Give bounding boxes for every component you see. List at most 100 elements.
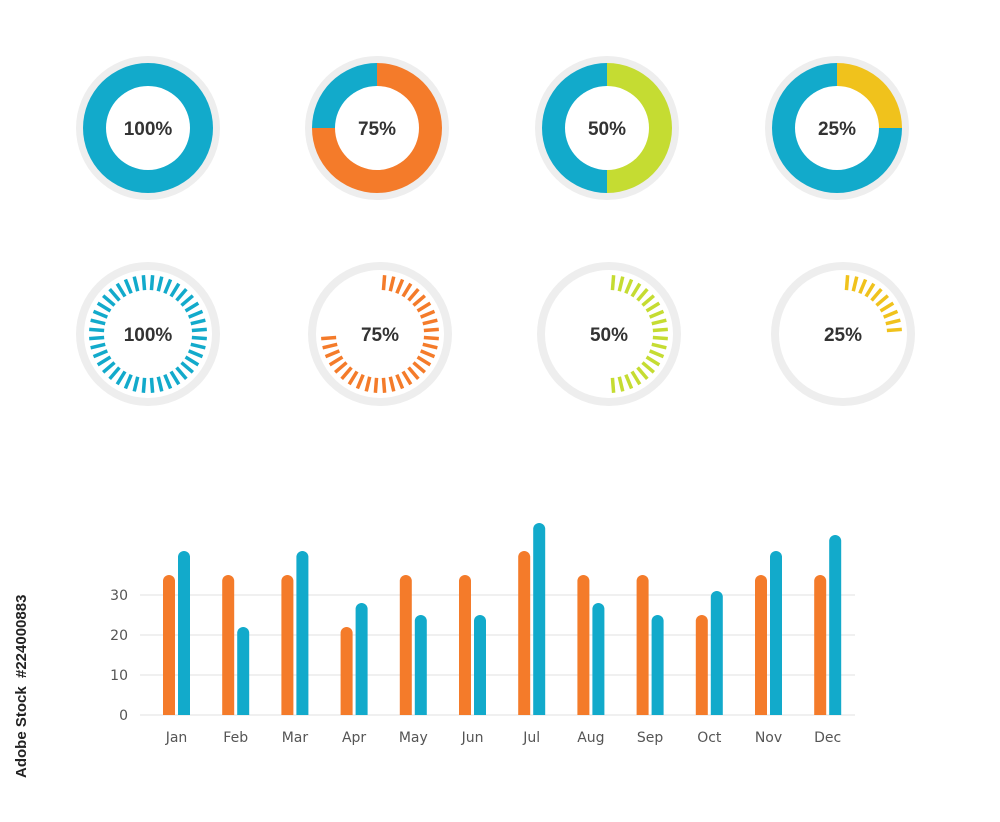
- x-tick-label: Oct: [697, 730, 722, 746]
- donut-hole: [106, 86, 190, 170]
- gauge-dash: [123, 278, 133, 295]
- bar-sep-1: [636, 575, 649, 715]
- gauge-dash: [184, 355, 200, 367]
- donut-fill-arc: [312, 63, 442, 193]
- y-tick-label: 30: [110, 588, 128, 604]
- donut-hole: [795, 86, 879, 170]
- gauge-dash: [416, 355, 432, 367]
- gauge-dash: [617, 376, 625, 392]
- gauge-dash: [624, 373, 634, 390]
- gauge-dash: [190, 342, 206, 350]
- gauge-dash: [407, 287, 420, 302]
- gauge-dash: [416, 301, 432, 313]
- x-tick-label: Aug: [577, 730, 604, 746]
- bar-dec-2: [829, 535, 842, 715]
- gauge-dash: [322, 342, 338, 350]
- gauge-dash: [90, 318, 106, 326]
- y-tick-label: 10: [110, 668, 128, 684]
- gauge-dash: [132, 276, 140, 292]
- gauge-dash: [645, 355, 661, 367]
- donut-progress-3: 50%: [535, 56, 679, 200]
- gauge-dash: [610, 275, 616, 291]
- gauge-dash: [92, 349, 109, 359]
- y-tick-label: 0: [119, 708, 128, 724]
- bar-jul-1: [518, 551, 531, 715]
- gauge-dash: [191, 327, 207, 333]
- x-tick-label: Nov: [755, 730, 782, 746]
- gauge-dash: [864, 282, 876, 298]
- gauge-dash: [169, 370, 181, 386]
- gauge-dash: [610, 377, 616, 393]
- x-tick-label: May: [399, 730, 428, 746]
- gauge-dash: [187, 349, 204, 359]
- bar-jun-1: [459, 575, 471, 715]
- donut-rest-arc: [772, 63, 902, 193]
- bar-apr-1: [340, 627, 353, 715]
- gauge-dash: [641, 361, 656, 374]
- gauge-dash: [651, 342, 667, 350]
- gauge-dash: [636, 366, 649, 381]
- bar-apr-2: [355, 603, 368, 715]
- bar-sep-2: [651, 615, 664, 715]
- gauge-dash: [395, 278, 405, 295]
- gauge-dash: [882, 309, 899, 319]
- stock-brand-text: Adobe Stock: [13, 686, 30, 778]
- bar-dec-1: [814, 575, 827, 715]
- x-tick-label: Sep: [637, 730, 664, 746]
- gauge-dash: [412, 294, 427, 307]
- bar-jul-2: [533, 523, 546, 715]
- chart-bars: [163, 523, 842, 715]
- dash-gauge-3: 50%: [537, 262, 681, 406]
- x-axis-month-labels: Jan Feb Mar Apr May Jun Jul Aug Sep Oct Nov Dec: [165, 730, 842, 746]
- x-tick-label: Jul: [522, 730, 540, 746]
- bar-jun-2: [474, 615, 486, 715]
- gauge-dash: [401, 370, 413, 386]
- gauge-dash: [641, 294, 656, 307]
- gauge-dash: [141, 377, 147, 393]
- gauge-percent-label: 50%: [590, 325, 628, 346]
- gauge-dash: [89, 327, 105, 333]
- y-tick-label: 20: [110, 628, 128, 644]
- donut-percent-label: 75%: [358, 119, 396, 140]
- gauge-dash: [184, 301, 200, 313]
- bar-mar-2: [296, 551, 309, 715]
- x-tick-label: Feb: [223, 730, 248, 746]
- gauge-dash: [870, 287, 883, 302]
- gauge-dash: [149, 377, 155, 393]
- gauge-face: [316, 270, 444, 398]
- gauge-dash: [89, 335, 105, 341]
- gauge-dash: [324, 349, 341, 359]
- gauge-dash: [407, 366, 420, 381]
- gauge-dash: [875, 294, 890, 307]
- bar-aug-2: [592, 603, 605, 715]
- dash-gauge-2: 75%: [308, 262, 452, 406]
- gauge-dash: [624, 278, 634, 295]
- gauge-dash: [412, 361, 427, 374]
- gauge-dash: [388, 276, 396, 292]
- x-tick-label: Jan: [165, 730, 188, 746]
- bar-nov-1: [755, 575, 767, 715]
- gauge-dash: [851, 276, 859, 292]
- gauge-dash: [163, 373, 173, 390]
- gauge-dash: [373, 377, 379, 393]
- stock-watermark-strip: Adobe Stock #224000883: [0, 0, 36, 822]
- gauge-dash: [321, 335, 337, 341]
- bar-may-1: [399, 575, 412, 715]
- gauge-dash: [844, 275, 850, 291]
- gauge-dash: [879, 301, 895, 313]
- gauge-dash: [419, 349, 436, 359]
- donut-percent-label: 50%: [588, 119, 626, 140]
- gauge-dash: [191, 335, 207, 341]
- bar-oct-2: [710, 591, 723, 715]
- gauge-dash: [108, 287, 121, 302]
- bar-nov-2: [770, 551, 782, 715]
- gauge-percent-label: 100%: [124, 325, 173, 346]
- dash-gauge-row: 100% 75% 50% 25%: [76, 262, 915, 406]
- donut-percent-label: 25%: [818, 119, 856, 140]
- gauge-dash: [123, 373, 133, 390]
- gauge-dash: [156, 376, 164, 392]
- gauge-dash: [885, 318, 901, 326]
- gauge-dash: [423, 327, 439, 333]
- gauge-dash: [422, 318, 438, 326]
